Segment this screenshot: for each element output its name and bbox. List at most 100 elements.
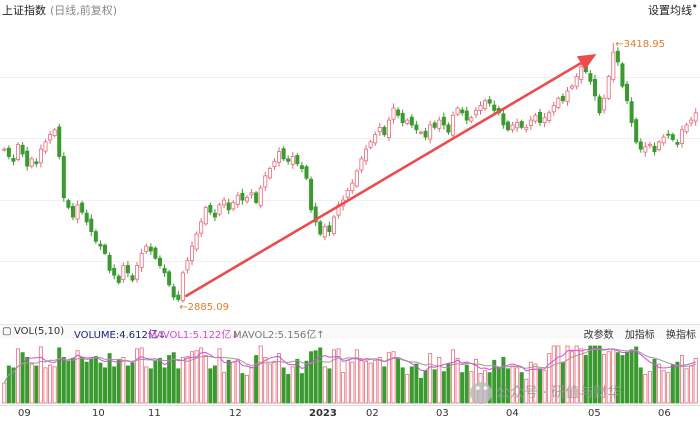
candle-up (606, 76, 611, 99)
volume-bar-down (460, 372, 465, 404)
volume-bar-down (382, 366, 387, 404)
candle-up (565, 90, 570, 103)
volume-bar-down (157, 357, 162, 404)
volume-bar-up (139, 347, 144, 404)
volume-bar-down (409, 366, 414, 404)
volume-bar-up (199, 347, 204, 404)
volume-bar-down (66, 360, 71, 404)
candle-down (281, 148, 286, 160)
candle-down (615, 50, 620, 63)
volume-bar-up (258, 345, 263, 404)
volume-bar-up (428, 353, 433, 404)
volume-bar-down (84, 361, 89, 404)
candle-up (602, 97, 607, 111)
candle-up (217, 204, 222, 215)
candle-down (6, 147, 11, 157)
candle-down (116, 275, 121, 283)
candle-down (670, 134, 675, 140)
candle-up (277, 151, 282, 163)
add-indicator-button[interactable]: 加指标 (624, 330, 655, 341)
candle-up (547, 112, 552, 121)
volume-bar-up (277, 353, 282, 404)
volume-bar-down (208, 368, 213, 404)
volume-bar-down (112, 366, 117, 404)
candle-down (492, 104, 497, 111)
menu-square-icon[interactable]: ▢ (2, 326, 12, 337)
volume-bar-down (597, 345, 602, 404)
candle-up (574, 76, 579, 87)
candle-up (52, 129, 57, 137)
volume-bar-down (583, 355, 588, 404)
candle-down (125, 265, 130, 274)
candle-down (61, 156, 66, 199)
candle-down (226, 202, 231, 211)
volume-bar-up (693, 357, 698, 404)
volume-bar-down (313, 350, 318, 404)
volume-bar-up (144, 366, 149, 404)
volume-bar-up (217, 348, 222, 404)
indicator-buttons: 改参数 加指标 换指标 (576, 326, 696, 341)
candle-up (437, 119, 442, 129)
candle-up (483, 100, 488, 109)
candle-down (432, 122, 437, 128)
volume-bar-down (34, 365, 39, 404)
x-axis-label: 03 (436, 408, 449, 419)
candle-down (57, 126, 62, 157)
candle-down (11, 157, 16, 162)
candle-down (107, 254, 112, 271)
volume-bar-down (93, 356, 98, 404)
volume-bar-down (538, 368, 543, 404)
candle-up (322, 226, 327, 238)
set-moving-average-button[interactable]: 设置均线 (648, 4, 692, 17)
volume-bar-down (414, 363, 419, 404)
x-axis-label: 04 (506, 408, 519, 419)
candle-down (519, 121, 524, 128)
candle-up (524, 126, 529, 130)
candle-down (89, 218, 94, 232)
volume-bar-down (89, 358, 94, 404)
candle-up (469, 117, 474, 122)
watermark-text: 公众号 · 研值与财华 (496, 385, 622, 401)
volume-bar-up (75, 350, 80, 404)
candle-up (473, 110, 478, 116)
volume-bar-up (322, 366, 327, 404)
volume-bar-down (670, 364, 675, 404)
mavol1-value: MAVOL1:5.122亿↓ (148, 330, 240, 341)
volume-bar-down (103, 367, 108, 404)
candle-up (258, 187, 263, 206)
volume-bar-down (327, 368, 332, 404)
candle-up (350, 182, 355, 191)
change-params-button[interactable]: 改参数 (583, 330, 614, 341)
volume-indicator-bar: ▢ VOL(5,10) VOLUME:4.612亿↓ MAVOL1:5.122亿… (0, 324, 700, 341)
candle-up (222, 199, 227, 206)
mavol1-line (3, 347, 696, 384)
candle-down (382, 126, 387, 136)
candle-up (139, 253, 144, 268)
volume-bar-down (125, 365, 130, 404)
candle-up (263, 175, 268, 188)
candle-up (267, 168, 272, 179)
volume-bar-up (2, 382, 7, 404)
volume-bar-down (148, 368, 153, 404)
candle-down (460, 109, 465, 114)
candle-up (386, 119, 391, 138)
candle-down (318, 221, 323, 235)
volume-bar-up (556, 345, 561, 404)
candle-down (505, 121, 510, 131)
volume-bar-up (368, 362, 373, 404)
volume-bar-down (6, 365, 11, 404)
x-axis-label: 02 (366, 408, 379, 419)
volume-bar-up (524, 378, 529, 404)
volume-bar-up (565, 345, 570, 404)
candle-down (93, 231, 98, 242)
candle-down (103, 244, 108, 254)
volume-bar-down (61, 356, 66, 404)
volume-bar-up (386, 352, 391, 404)
more-icon[interactable]: • (691, 0, 699, 13)
candle-down (620, 63, 625, 87)
candle-up (75, 204, 80, 220)
switch-indicator-button[interactable]: 换指标 (666, 330, 696, 341)
volume-bar-up (437, 356, 442, 404)
volume-bar-up (611, 348, 616, 404)
candle-down (34, 161, 39, 165)
